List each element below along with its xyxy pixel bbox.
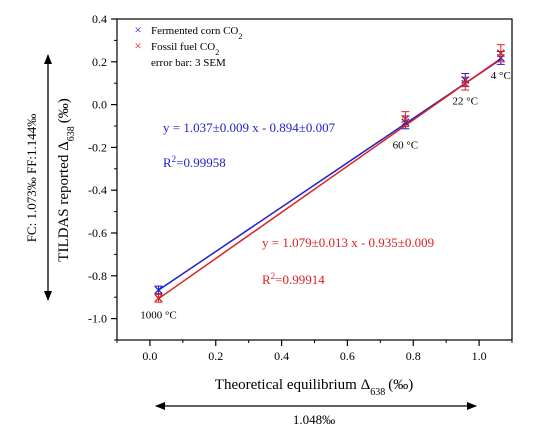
y-tick-label: -0.8: [88, 269, 107, 283]
legend-marker-fossil: ×: [134, 38, 141, 53]
legend-label-fermented: Fermented corn CO2: [151, 25, 242, 41]
data-points: [154, 44, 505, 303]
y-tick-label: 0.2: [92, 55, 107, 69]
y-tick-label: -0.4: [88, 183, 107, 197]
legend: × Fermented corn CO2 × Fossil fuel CO2 e…: [134, 22, 242, 69]
legend-label-fossil: Fossil fuel CO2: [151, 41, 219, 57]
y-axis-ticks: -1.0 -0.8 -0.6 -0.4 -0.2 0.0 0.2 0.4: [88, 12, 117, 341]
x-tick-label: 0.4: [274, 349, 289, 363]
fit-equation-fossil: y = 1.079±0.013 x - 0.935±0.009: [262, 235, 434, 250]
data-point: [496, 49, 505, 58]
temperature-label: 22 °C: [453, 96, 479, 108]
y-tick-label: -1.0: [88, 312, 107, 326]
x-tick-label: 0.2: [208, 349, 223, 363]
y-tick-label: -0.6: [88, 226, 107, 240]
vertical-range-label: FC: 1.073‰ FF:1.144‰: [24, 114, 39, 243]
x-tick-label: 0.8: [406, 349, 421, 363]
legend-marker-fermented: ×: [134, 22, 141, 37]
fit-r2-fossil: R2=0.99914: [262, 271, 325, 287]
x-tick-label: 0.0: [142, 349, 157, 363]
x-axis-ticks: 0.0 0.2 0.4 0.6 0.8 1.0: [116, 340, 513, 363]
horizontal-range-label: 1.048‰: [293, 412, 335, 427]
x-tick-label: 1.0: [472, 349, 487, 363]
temperature-label: 4 °C: [491, 70, 511, 82]
temperature-label: 60 °C: [393, 139, 419, 151]
fit-r2-fermented: R2=0.99958: [163, 154, 226, 170]
fit-line: [158, 57, 502, 300]
y-axis-label: TILDAS reported Δ638(‰): [56, 98, 77, 261]
data-point: [154, 294, 163, 303]
fit-equation-fermented: y = 1.037±0.009 x - 0.894±0.007: [163, 120, 336, 135]
data-point: [401, 115, 410, 124]
temperature-label: 1000 °C: [140, 310, 177, 322]
y-tick-label: 0.4: [92, 12, 107, 26]
fit-lines: [158, 57, 502, 300]
legend-error-note: error bar: 3 SEM: [151, 57, 226, 69]
temperature-annotations: 1000 °C 60 °C 22 °C 4 °C: [140, 70, 511, 322]
x-axis-label: Theoretical equilibrium Δ638 (‰): [215, 377, 413, 398]
y-tick-label: 0.0: [92, 98, 107, 112]
data-point: [461, 79, 470, 88]
data-point: [154, 285, 163, 294]
y-tick-label: -0.2: [88, 140, 107, 154]
x-tick-label: 0.6: [340, 349, 355, 363]
